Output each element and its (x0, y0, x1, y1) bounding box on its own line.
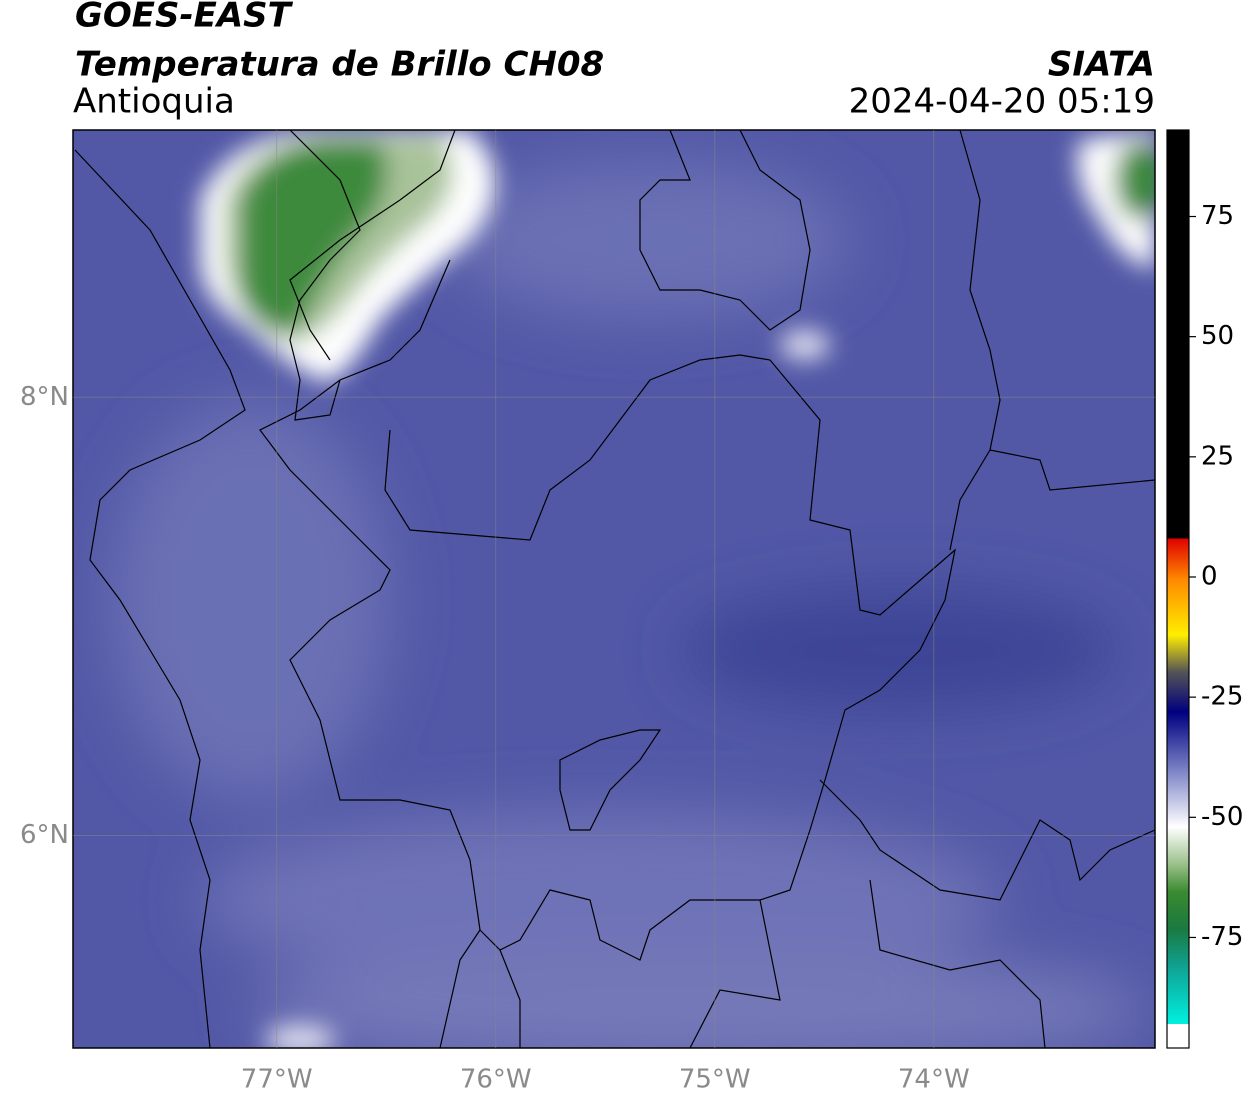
colorbar-tick-label: 25 (1201, 441, 1234, 471)
border (949, 449, 991, 551)
colorbar (1166, 129, 1190, 1049)
colorbar-tick-label: -25 (1201, 682, 1243, 712)
cloud-core (1115, 140, 1155, 220)
border (74, 149, 246, 1048)
border (289, 130, 361, 421)
map-frame (72, 129, 1156, 1049)
border (639, 130, 811, 331)
cloud-small (780, 330, 830, 360)
texture-patch (200, 810, 1000, 990)
x-tick-label: 75°W (679, 1065, 751, 1095)
x-tick-label: 74°W (898, 1065, 970, 1095)
region: Antioquia (73, 82, 235, 122)
cloud-small (265, 1025, 335, 1048)
border (439, 879, 1046, 1048)
texture-patch (680, 590, 1120, 710)
colorbar-tick-label: 0 (1201, 561, 1218, 591)
colorbar-tick-label: 50 (1201, 321, 1234, 351)
border (259, 259, 956, 961)
y-tick-label: 8°N (20, 382, 69, 412)
texture-patch (450, 160, 850, 320)
texture-patch (250, 950, 1150, 1048)
colorbar-tick-label: -50 (1201, 802, 1243, 832)
colorbar-tick-label: -75 (1201, 922, 1243, 952)
title: GOES-EAST (75, 0, 294, 36)
map (73, 130, 1155, 1048)
border (959, 130, 1155, 491)
source: SIATA (1048, 45, 1155, 85)
datetime: 2024-04-20 05:19 (849, 82, 1155, 122)
x-tick-label: 77°W (241, 1065, 313, 1095)
border (559, 729, 662, 831)
subtitle: Temperatura de Brillo CH08 (75, 45, 604, 85)
x-tick-label: 76°W (460, 1065, 532, 1095)
border (289, 130, 456, 361)
border (819, 779, 1155, 901)
cloud (200, 130, 1155, 1048)
colorbar-tick-label: 75 (1201, 201, 1234, 231)
y-tick-label: 6°N (20, 820, 69, 850)
